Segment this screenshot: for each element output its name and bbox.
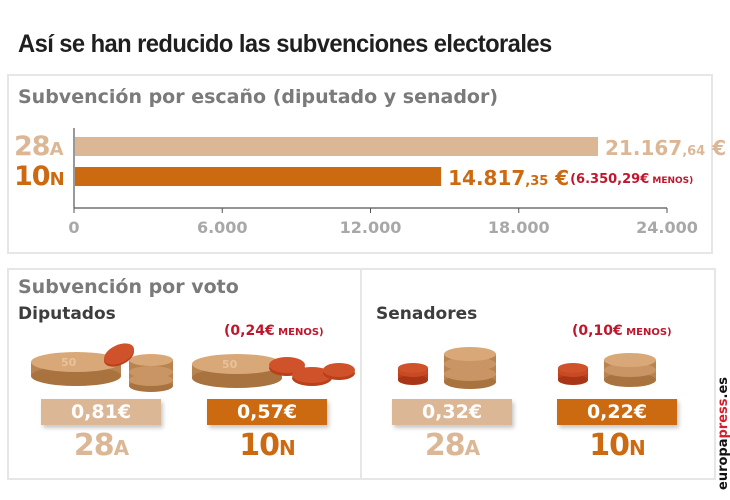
coins-senadores-10n-icon bbox=[558, 353, 656, 387]
coin-stack-10-cent-icon bbox=[129, 354, 173, 392]
diputados-10n-label: 10N bbox=[207, 428, 327, 463]
escano-bar-chart: 0 6.000 12.000 18.000 24.000 28A 21.167,64 € 10… bbox=[14, 128, 726, 237]
diputados-28a-value: 0,81€ bbox=[41, 399, 161, 425]
red-cent-stack-icon bbox=[558, 363, 588, 385]
escano-chart-title: Subvención por escaño (diputado y senado… bbox=[18, 86, 499, 108]
label-main: 10 bbox=[239, 428, 280, 463]
value-label-10n: 14.817,35 € bbox=[448, 166, 569, 190]
europapress-credit: europapress.es bbox=[716, 377, 730, 490]
page-title: Así se han reducido las subvenciones ele… bbox=[18, 30, 552, 58]
diputados-10n-value: 0,57€ bbox=[207, 399, 327, 425]
credit-part3: .es bbox=[716, 376, 730, 399]
bar-28a bbox=[75, 137, 599, 156]
menos-amount: (0,10€ bbox=[572, 323, 623, 339]
credit-part2: press bbox=[716, 398, 730, 439]
label-main: 28 bbox=[424, 428, 466, 463]
label-suffix: N bbox=[629, 436, 646, 460]
senadores-menos-annotation: (0,10€ MENOS) bbox=[572, 323, 672, 339]
label-main: 10 bbox=[589, 428, 630, 463]
senadores-title: Senadores bbox=[376, 304, 478, 324]
diputados-28a-label: 28A bbox=[41, 428, 161, 463]
x-tick-label: 12.000 bbox=[340, 218, 402, 237]
coins-senadores-28a-icon bbox=[398, 347, 496, 389]
escano-panel: Subvención por escaño (diputado y senado… bbox=[7, 74, 713, 254]
menos-annotation: (6.350,29€ MENOS) bbox=[570, 172, 693, 187]
category-label-28a: 28A bbox=[14, 131, 64, 162]
x-tick-label: 6.000 bbox=[197, 218, 248, 237]
diputados-panel: Subvención por voto Diputados (0,24€ MEN… bbox=[7, 268, 362, 480]
senadores-10n-label: 10N bbox=[557, 428, 677, 463]
x-tick-label: 0 bbox=[68, 218, 79, 237]
senadores-28a-label: 28A bbox=[392, 428, 512, 463]
coin-50-cent-icon: 50 bbox=[31, 352, 121, 386]
svg-text:50: 50 bbox=[222, 358, 238, 371]
menos-amount: (0,24€ bbox=[224, 323, 275, 339]
x-tick-label: 18.000 bbox=[488, 218, 550, 237]
category-label-10n: 10N bbox=[14, 161, 64, 192]
coin-stack-20-cent-icon bbox=[604, 353, 656, 387]
label-suffix: A bbox=[113, 436, 130, 460]
x-tick-label: 24.000 bbox=[636, 218, 698, 237]
senadores-28a-value: 0,32€ bbox=[392, 399, 512, 425]
coins-50-red-icon: 50 bbox=[192, 354, 355, 388]
por-voto-title: Subvención por voto bbox=[18, 276, 239, 298]
red-cent-coins-icon bbox=[269, 357, 355, 386]
label-main: 28 bbox=[73, 428, 115, 463]
diputados-menos-annotation: (0,24€ MENOS) bbox=[224, 323, 324, 339]
label-suffix: N bbox=[279, 436, 296, 460]
diputados-title: Diputados bbox=[18, 304, 116, 324]
senadores-10n-value: 0,22€ bbox=[557, 399, 677, 425]
credit-part1: europa bbox=[716, 438, 730, 491]
value-label-28a: 21.167,64 € bbox=[605, 136, 726, 160]
menos-word: MENOS) bbox=[622, 327, 672, 338]
senadores-panel: Senadores (0,10€ MENOS) bbox=[360, 268, 716, 480]
menos-word: MENOS) bbox=[274, 327, 324, 338]
coin-50-cent-icon: 50 bbox=[192, 354, 282, 388]
coin-1-cent-icon bbox=[104, 343, 134, 367]
coin-stack-20-cent-icon bbox=[444, 347, 496, 389]
label-suffix: A bbox=[464, 436, 481, 460]
svg-text:50: 50 bbox=[61, 356, 77, 369]
red-cent-stack-icon bbox=[398, 363, 428, 385]
coins-50-10-red-icon: 50 bbox=[31, 343, 173, 392]
bar-10n bbox=[75, 167, 442, 186]
